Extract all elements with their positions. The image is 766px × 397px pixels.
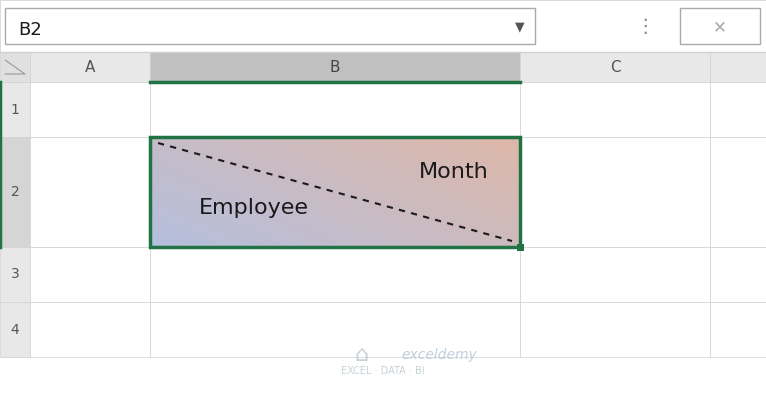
Bar	[0, 82, 30, 137]
Bar	[0, 137, 30, 247]
Bar	[520, 137, 710, 247]
Text: ⋮: ⋮	[635, 17, 655, 37]
Bar	[0, 52, 766, 397]
Bar	[516, 243, 523, 251]
Bar	[0, 247, 30, 302]
Text: EXCEL · DATA · BI: EXCEL · DATA · BI	[341, 366, 425, 376]
Text: ▼: ▼	[516, 21, 525, 33]
Bar	[520, 247, 710, 302]
Bar	[710, 137, 766, 247]
Bar	[150, 52, 520, 82]
Bar	[710, 82, 766, 137]
Bar	[150, 137, 520, 247]
Text: exceldemy: exceldemy	[401, 348, 476, 362]
Bar	[30, 247, 150, 302]
Bar	[520, 52, 710, 82]
Bar	[30, 302, 150, 357]
Bar	[0, 302, 30, 357]
Text: 1: 1	[11, 102, 19, 116]
Bar	[30, 82, 150, 137]
Bar	[0, 0, 766, 52]
Text: A: A	[85, 60, 95, 75]
FancyBboxPatch shape	[680, 8, 760, 44]
Text: 3: 3	[11, 268, 19, 281]
Text: Employee: Employee	[198, 198, 309, 218]
Text: ⌂: ⌂	[354, 345, 368, 365]
Bar	[710, 247, 766, 302]
Text: B2: B2	[18, 21, 42, 39]
Bar	[30, 52, 150, 82]
Bar	[30, 137, 150, 247]
Bar	[150, 302, 520, 357]
FancyBboxPatch shape	[5, 8, 535, 44]
Bar	[520, 82, 710, 137]
Bar	[710, 302, 766, 357]
Text: B: B	[329, 60, 340, 75]
Text: ✕: ✕	[713, 18, 727, 36]
Bar	[150, 247, 520, 302]
Text: 2: 2	[11, 185, 19, 199]
Bar	[150, 137, 520, 247]
Bar	[0, 52, 30, 82]
Text: Month: Month	[418, 162, 488, 182]
Text: 4: 4	[11, 322, 19, 337]
Text: C: C	[610, 60, 620, 75]
Bar	[150, 82, 520, 137]
Bar	[520, 302, 710, 357]
Bar	[710, 52, 766, 82]
